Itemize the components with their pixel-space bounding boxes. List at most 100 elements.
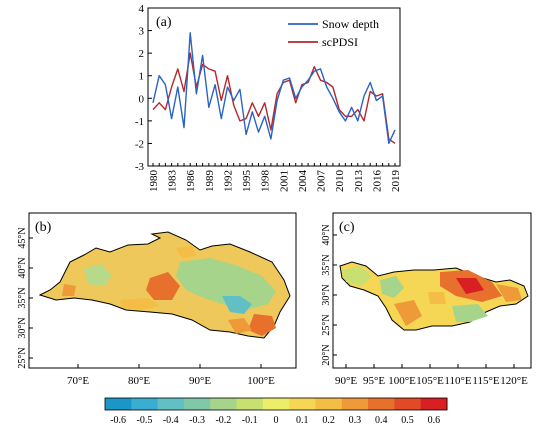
colorbar-swatch xyxy=(262,398,290,410)
colorbar-label: -0.4 xyxy=(163,415,179,426)
colorbar-label: -0.2 xyxy=(215,415,231,426)
x-tick-label: 2007 xyxy=(316,170,328,193)
panel-a-label: (a) xyxy=(156,15,172,30)
lat-tick-label: 30°N xyxy=(321,284,332,305)
x-tick-label: 2013 xyxy=(353,170,365,193)
colorbar-swatch xyxy=(236,398,264,410)
lon-tick-label: 95°E xyxy=(363,375,385,387)
colorbar-label: -0.5 xyxy=(137,415,153,426)
region-red-southeast xyxy=(248,314,276,336)
legend-label-scpdsi: scPDSI xyxy=(322,35,358,49)
region-orange-north xyxy=(176,246,196,258)
lat-tick-label: 40°N xyxy=(321,224,332,245)
y-tick-label: -2 xyxy=(135,138,144,150)
x-tick-label: 1992 xyxy=(222,170,234,192)
x-tick-label: 2004 xyxy=(297,170,309,193)
region-green-upper xyxy=(380,276,404,298)
x-tick-label: 1998 xyxy=(260,170,272,193)
lon-tick-label: 90°E xyxy=(335,375,357,387)
y-tick-label: -3 xyxy=(135,161,145,173)
colorbar-label: -0.1 xyxy=(242,415,258,426)
colorbar-label: 0.2 xyxy=(322,415,335,426)
y-tick-label: -1 xyxy=(135,116,144,128)
x-tick-label: 1980 xyxy=(148,170,160,193)
x-tick-label: 2001 xyxy=(278,170,290,192)
legend-label-snow-depth: Snow depth xyxy=(322,17,379,31)
colorbar-swatch xyxy=(210,398,238,410)
region-green-west xyxy=(342,266,372,286)
lat-tick-label: 40°N xyxy=(17,257,28,278)
colorbar-swatch xyxy=(368,398,395,410)
region-green-west xyxy=(84,264,112,286)
region-orange-south xyxy=(394,300,422,326)
y-tick-label: 0 xyxy=(139,93,145,105)
x-tick-label: 2019 xyxy=(390,170,402,193)
colorbar-label: 0.1 xyxy=(296,415,309,426)
y-tick-label: 1 xyxy=(139,71,145,83)
lon-tick-label: 115°E xyxy=(472,375,499,387)
colorbar-label: -0.3 xyxy=(189,415,205,426)
region-red-central xyxy=(146,272,180,300)
region-orange-south xyxy=(120,298,160,310)
colorbar-frame xyxy=(104,397,448,411)
panel-b-map: 25°N 30°N 35°N 40°N 45°N 70°E 80°E 90°E 100°E (… xyxy=(17,212,297,387)
panel-a-frame xyxy=(147,7,401,167)
x-tick-label: 1986 xyxy=(185,170,197,193)
panel-c-field xyxy=(339,261,529,331)
region-green-southeast xyxy=(452,304,488,322)
panel-b-field xyxy=(38,231,291,339)
lon-tick-label: 100°E xyxy=(388,375,416,387)
colorbar-swatch xyxy=(105,398,132,410)
lat-tick-label: 35°N xyxy=(321,254,332,275)
region-blue-east xyxy=(222,296,252,314)
panel-a-legend: Snow depth scPDSI xyxy=(288,17,379,49)
x-tick-label: 1995 xyxy=(241,169,253,192)
lon-tick-label: 90°E xyxy=(189,375,211,387)
panel-b-label: (b) xyxy=(35,220,52,235)
colorbar-label: 0.3 xyxy=(349,415,362,426)
region-orange-east xyxy=(496,284,522,302)
colorbar-swatch xyxy=(289,398,316,410)
colorbar-swatch xyxy=(157,398,185,410)
lat-tick-label: 25°N xyxy=(17,347,28,368)
panel-c-map: 20°N25°N30°N35°N40°N 90°E 95°E 100°E 105°E 1… xyxy=(321,212,532,387)
lon-tick-label: 80°E xyxy=(128,375,150,387)
colorbar: -0.6 -0.5 -0.4 -0.3 -0.2 -0.1 0 0.1 0.2 0.3 0.4 0.5… xyxy=(104,397,448,426)
lon-tick-label: 70°E xyxy=(67,375,89,387)
region-darkred-core xyxy=(456,278,484,294)
colorbar-swatch xyxy=(420,398,448,410)
panel-c-label: (c) xyxy=(339,220,355,235)
colorbar-swatch xyxy=(394,398,422,410)
lat-tick-label: 35°N xyxy=(17,287,28,308)
colorbar-swatch xyxy=(183,398,211,410)
lat-tick-label: 45°N xyxy=(17,227,28,248)
colorbar-label: 0.5 xyxy=(401,415,414,426)
panel-a-line-chart: (a) -3 -2 -1 0 1 2 3 4 1980 1983 1986 1989 1992 1995… xyxy=(135,3,402,192)
colorbar-label: 0.4 xyxy=(375,415,388,426)
lat-tick-label: 20°N xyxy=(321,344,332,365)
series-line-snow-depth xyxy=(152,32,396,145)
colorbar-swatch xyxy=(131,398,159,410)
lon-tick-label: 110°E xyxy=(444,375,471,387)
x-tick-label: 2016 xyxy=(371,170,383,193)
lon-tick-label: 120°E xyxy=(500,375,528,387)
lat-tick-label: 30°N xyxy=(17,317,28,338)
region-green-central xyxy=(176,258,276,310)
region-orange-west xyxy=(62,284,76,296)
x-tick-label: 2010 xyxy=(334,170,346,193)
colorbar-label: 0 xyxy=(274,415,279,426)
region-orange-central xyxy=(428,292,446,304)
region-orange-southeast xyxy=(228,318,252,334)
y-tick-label: 2 xyxy=(139,48,145,60)
colorbar-swatch xyxy=(315,398,343,410)
y-tick-label: 4 xyxy=(139,3,145,15)
colorbar-label: 0.6 xyxy=(428,415,441,426)
lon-tick-label: 100°E xyxy=(247,375,275,387)
lon-tick-label: 105°E xyxy=(416,375,444,387)
x-tick-label: 1983 xyxy=(167,170,179,193)
y-tick-label: 3 xyxy=(139,26,145,38)
x-tick-label: 1989 xyxy=(204,170,216,193)
lat-tick-label: 25°N xyxy=(321,314,332,335)
colorbar-label: -0.6 xyxy=(110,415,126,426)
